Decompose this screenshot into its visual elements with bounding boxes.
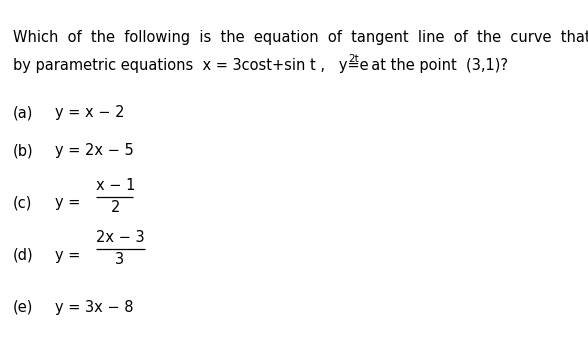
Text: 2x − 3: 2x − 3 [96, 230, 145, 245]
Text: 2t: 2t [348, 54, 359, 64]
Text: by parametric equations  x = 3cost+sin t ,   y=e: by parametric equations x = 3cost+sin t … [13, 58, 369, 73]
Text: y = 2x − 5: y = 2x − 5 [55, 143, 133, 158]
Text: 3: 3 [115, 252, 124, 267]
Text: at the point  (3,1)?: at the point (3,1)? [362, 58, 508, 73]
Text: (a): (a) [13, 105, 34, 120]
Text: Which  of  the  following  is  the  equation  of  tangent  line  of  the  curve : Which of the following is the equation o… [13, 30, 588, 45]
Text: 2: 2 [111, 200, 121, 215]
Text: y = 3x − 8: y = 3x − 8 [55, 300, 133, 315]
Text: (e): (e) [13, 300, 34, 315]
Text: (d): (d) [13, 248, 34, 263]
Text: x − 1: x − 1 [96, 178, 135, 193]
Text: y = x − 2: y = x − 2 [55, 105, 125, 120]
Text: (c): (c) [13, 195, 32, 210]
Text: y =: y = [55, 195, 81, 210]
Text: (b): (b) [13, 143, 34, 158]
Text: y =: y = [55, 248, 81, 263]
